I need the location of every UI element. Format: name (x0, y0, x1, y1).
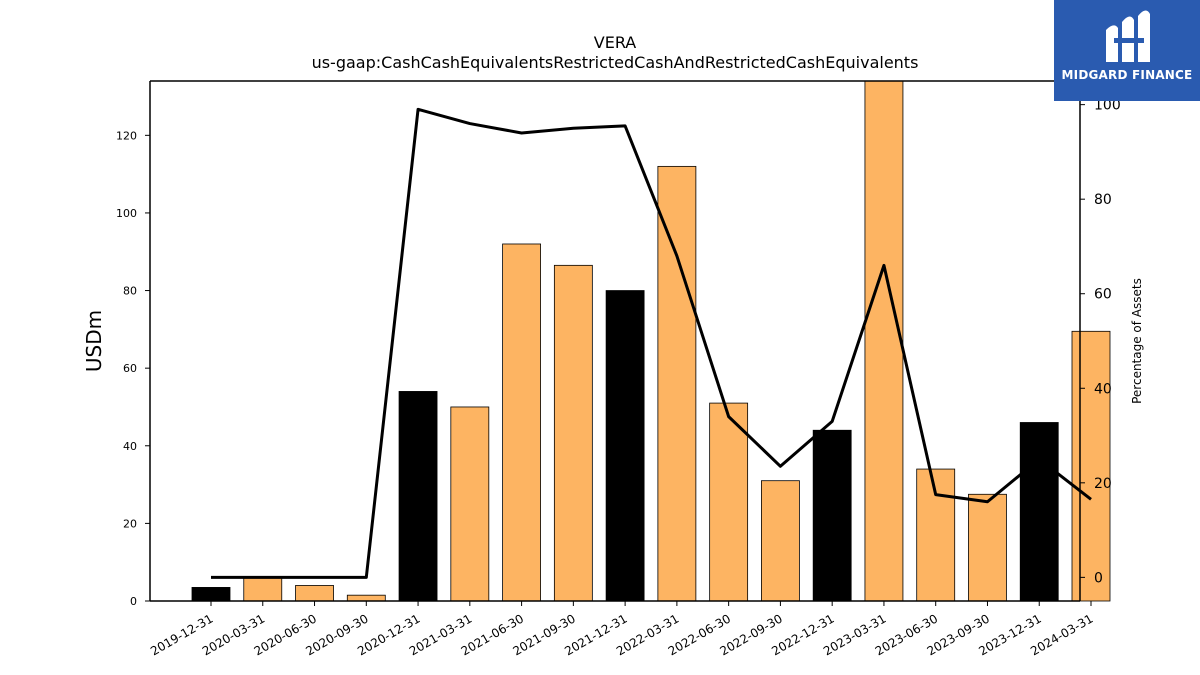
y-tick-label: 40 (123, 440, 137, 453)
y-tick-label: 80 (123, 285, 137, 298)
logo-mark-icon (1106, 10, 1150, 63)
bar (761, 480, 800, 602)
bar (398, 391, 438, 602)
bar (553, 264, 593, 602)
y2-axis-label: Percentage of Assets (1130, 278, 1144, 404)
bar (191, 587, 231, 602)
y2-tick-label: 20 (1094, 476, 1112, 492)
y2-tick-label: 40 (1094, 381, 1112, 397)
bar (346, 594, 386, 602)
bar (450, 406, 490, 602)
y2-tick-label: 80 (1094, 192, 1112, 208)
bar (812, 429, 852, 602)
bar (1019, 422, 1059, 602)
bar (968, 493, 1007, 602)
y-tick-label: 0 (130, 595, 137, 608)
y2-tick-label: 60 (1094, 287, 1112, 303)
y-axis-label: USDm (82, 310, 106, 372)
y-tick-label: 120 (116, 129, 137, 142)
y2-tick-label: 0 (1094, 570, 1103, 586)
y-tick-label: 100 (116, 207, 137, 220)
y2-tick-label: 100 (1094, 98, 1121, 114)
bar (864, 80, 904, 602)
bar (709, 402, 749, 602)
logo-text: MIDGARD FINANCE (1061, 68, 1193, 82)
percentage-line (211, 107, 1092, 579)
bar (605, 290, 645, 602)
bar (502, 243, 541, 602)
y-tick-label: 60 (123, 362, 137, 375)
bar (1071, 330, 1111, 602)
y-tick-label: 20 (123, 517, 137, 530)
bar (295, 585, 334, 602)
chart-title: VERA (593, 33, 637, 52)
bar (243, 577, 283, 602)
midgard-finance-logo: MIDGARD FINANCE (1054, 0, 1200, 101)
bar (657, 165, 697, 602)
chart-subtitle: us-gaap:CashCashEquivalentsRestrictedCas… (311, 53, 919, 72)
